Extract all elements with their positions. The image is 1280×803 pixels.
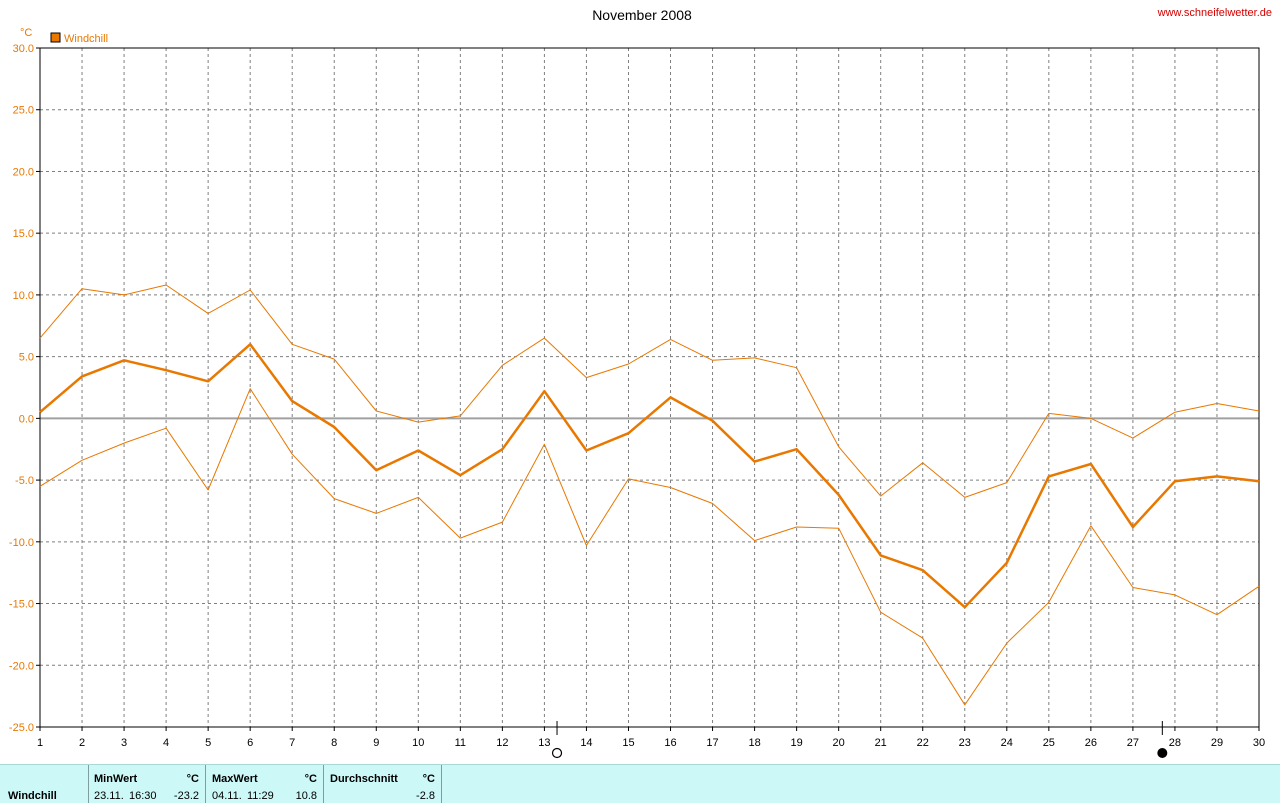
y-tick-label: 15.0 xyxy=(13,228,34,240)
max-unit: °C xyxy=(304,773,317,785)
x-tick-label: 4 xyxy=(163,737,169,749)
y-axis-unit: °C xyxy=(20,27,32,39)
min-header: MinWert xyxy=(94,773,138,785)
x-tick-label: 8 xyxy=(331,737,337,749)
stats-max-cell: MaxWert °C 04.11. 11:29 10.8 xyxy=(206,765,324,803)
legend-label: Windchill xyxy=(64,33,108,45)
x-tick-label: 29 xyxy=(1211,737,1223,749)
x-tick-label: 13 xyxy=(538,737,550,749)
x-tick-label: 20 xyxy=(833,737,845,749)
max-header: MaxWert xyxy=(212,773,258,785)
x-tick-label: 15 xyxy=(622,737,634,749)
chart-title: November 2008 xyxy=(592,7,692,23)
y-tick-label: 0.0 xyxy=(19,413,34,425)
y-tick-label: -5.0 xyxy=(15,475,34,487)
avg-value: -2.8 xyxy=(416,790,435,802)
max-value: 10.8 xyxy=(295,790,317,802)
avg-header: Durchschnitt xyxy=(330,773,398,785)
windchill-chart: November 2008 www.schneifelwetter.de °C … xyxy=(9,7,1272,759)
x-tick-label: 9 xyxy=(373,737,379,749)
x-tick-label: 21 xyxy=(875,737,887,749)
x-tick-label: 28 xyxy=(1169,737,1181,749)
legend-swatch xyxy=(50,32,61,43)
y-tick-label: -20.0 xyxy=(9,660,34,672)
x-tick-label: 25 xyxy=(1043,737,1055,749)
x-tick-label: 6 xyxy=(247,737,253,749)
x-tick-label: 17 xyxy=(706,737,718,749)
x-tick-label: 7 xyxy=(289,737,295,749)
series-line-max xyxy=(39,284,1260,498)
x-tick-label: 2 xyxy=(79,737,85,749)
series-line-min xyxy=(39,388,1260,706)
max-time: 11:29 xyxy=(247,790,274,802)
stats-min-cell: MinWert °C 23.11. 16:30 -23.2 xyxy=(88,765,206,803)
x-tick-label: 12 xyxy=(496,737,508,749)
new-moon-icon xyxy=(1157,748,1168,758)
full-moon-icon xyxy=(551,747,563,759)
x-tick-label: 5 xyxy=(205,737,211,749)
x-tick-label: 22 xyxy=(917,737,929,749)
y-tick-label: 20.0 xyxy=(13,166,34,178)
avg-unit: °C xyxy=(422,773,435,785)
x-tick-label: 16 xyxy=(664,737,676,749)
y-tick-label: -15.0 xyxy=(9,599,34,611)
plot-area: -25.0 -20.0 -15.0 -10.0 -5.0 0.0 5.0 10.0 15.0 20… xyxy=(9,43,1265,759)
x-tick-label: 14 xyxy=(580,737,592,749)
plot-frame xyxy=(39,47,1260,728)
min-date: 23.11. xyxy=(94,790,124,802)
x-tick-label: 19 xyxy=(790,737,802,749)
max-date: 04.11. xyxy=(212,790,242,802)
stats-row-label: Windchill xyxy=(8,790,57,802)
x-tick-label: 26 xyxy=(1085,737,1097,749)
y-tick-label: 5.0 xyxy=(19,352,34,364)
website-link[interactable]: www.schneifelwetter.de xyxy=(1157,7,1272,19)
y-tick-label: 30.0 xyxy=(13,43,34,55)
x-tick-label: 10 xyxy=(412,737,424,749)
min-unit: °C xyxy=(186,773,199,785)
stats-row-label-cell: Windchill xyxy=(0,765,89,803)
x-tick-label: 18 xyxy=(748,737,760,749)
x-tick-label: 11 xyxy=(455,737,466,749)
y-tick-label: 10.0 xyxy=(13,290,34,302)
x-tick-label: 1 xyxy=(37,737,43,749)
y-tick-label: 25.0 xyxy=(13,105,34,117)
x-tick-label: 3 xyxy=(121,737,127,749)
y-tick-label: -10.0 xyxy=(9,537,34,549)
x-tick-label: 27 xyxy=(1127,737,1139,749)
min-value: -23.2 xyxy=(173,790,199,802)
x-tick-label: 24 xyxy=(1001,737,1013,749)
stats-table: Windchill MinWert °C 23.11. 16:30 -23.2 … xyxy=(0,764,1280,803)
min-time: 16:30 xyxy=(129,790,157,802)
stats-avg-cell: Durchschnitt °C -2.8 xyxy=(324,765,442,803)
y-tick-label: -25.0 xyxy=(9,722,34,734)
x-tick-label: 23 xyxy=(959,737,971,749)
x-tick-label: 30 xyxy=(1253,737,1265,749)
series-line-mean xyxy=(39,343,1260,609)
